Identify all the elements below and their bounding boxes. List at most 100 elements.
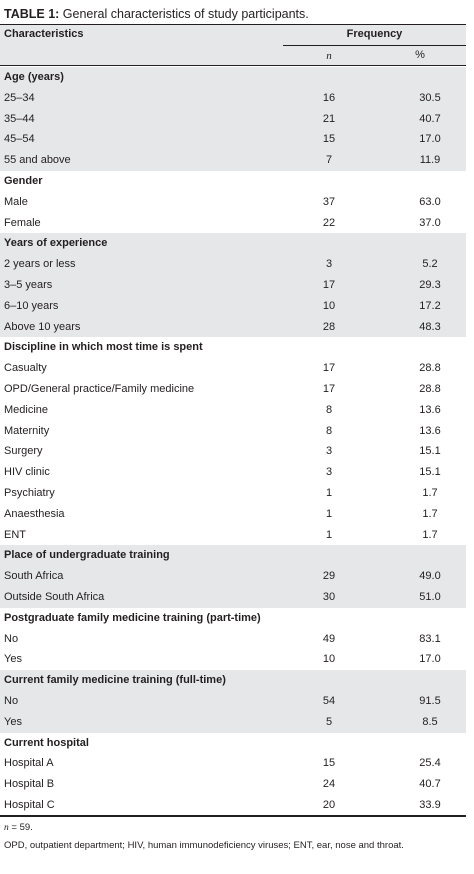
row-label: Psychiatry [4, 486, 55, 499]
row-label: Hospital A [4, 757, 54, 770]
table-row: Anaesthesia 1 1.7 [0, 504, 466, 525]
table-row: 35–44 21 40.7 [0, 108, 466, 130]
cell-n: 30 [322, 590, 336, 603]
table-row: HIV clinic 3 15.1 [0, 462, 466, 483]
table-caption-label: TABLE 1: [4, 7, 60, 21]
cell-percent: 1.7 [422, 486, 438, 499]
table-row: 6–10 years 10 17.2 [0, 295, 466, 317]
table-row: ENT 1 1.7 [0, 525, 466, 546]
cell-n: 37 [322, 195, 336, 208]
cell-n: 16 [322, 91, 336, 104]
table-row: No 54 91.5 [0, 690, 466, 712]
cell-n: 8 [325, 424, 333, 437]
cell-percent: 51.0 [419, 590, 441, 603]
cell-n: 15 [322, 133, 336, 146]
table-row: Yes 10 17.0 [0, 649, 466, 670]
table-caption-text: General characteristics of study partici… [59, 7, 309, 21]
cell-n: 24 [322, 778, 336, 791]
section-label: Age (years) [4, 71, 64, 83]
cell-percent: 83.1 [419, 632, 441, 645]
table-row: Surgery 3 15.1 [0, 441, 466, 462]
table-caption: TABLE 1: General characteristics of stud… [4, 6, 309, 22]
cell-n: 15 [322, 757, 336, 770]
row-label: Medicine [4, 403, 49, 416]
cell-percent: 63.0 [419, 195, 441, 208]
cell-n: 10 [322, 653, 336, 666]
bottom-rule [0, 815, 466, 817]
row-label: 25–34 [4, 91, 35, 104]
row-label: Maternity [4, 424, 50, 437]
table-row: Male 37 63.0 [0, 192, 466, 213]
table-row: 55 and above 7 11.9 [0, 150, 466, 171]
cell-percent: 5.2 [422, 258, 438, 271]
table-row: Medicine 8 13.6 [0, 400, 466, 421]
row-label: Female [4, 216, 41, 229]
table-header: Characteristics Frequency n % [0, 25, 466, 65]
cell-percent: 25.4 [419, 757, 441, 770]
cell-n: 5 [325, 715, 333, 728]
row-label: No [4, 694, 19, 707]
cell-percent: 40.7 [419, 778, 441, 791]
section-label: Current family medicine training (full-t… [4, 674, 226, 687]
row-label: Casualty [4, 362, 47, 375]
table-row: Yes 5 8.5 [0, 711, 466, 733]
table-body: Age (years) 25–34 16 30.5 35–44 21 40.7 45–54 15… [0, 67, 466, 816]
cell-percent: 29.3 [419, 278, 441, 291]
cell-n: 3 [325, 445, 333, 458]
table-row: Hospital C 20 33.9 [0, 795, 466, 816]
cell-percent: 37.0 [419, 216, 441, 229]
table-row: Female 22 37.0 [0, 213, 466, 234]
cell-percent: 13.6 [419, 424, 441, 437]
section-label: Years of experience [4, 237, 108, 250]
cell-n: 17 [322, 278, 336, 291]
table-row: 45–54 15 17.0 [0, 129, 466, 151]
top-rule [0, 24, 466, 26]
header-percent: % [415, 49, 425, 61]
table-row: Above 10 years 28 48.3 [0, 316, 466, 338]
cell-percent: 17.2 [419, 299, 441, 312]
section-row: Age (years) [0, 67, 466, 88]
cell-n: 17 [322, 382, 336, 395]
cell-percent: 28.8 [419, 362, 441, 375]
footnote-n: n [4, 823, 9, 833]
cell-percent: 91.5 [419, 694, 441, 707]
table-row: 25–34 16 30.5 [0, 87, 466, 109]
cell-n: 1 [325, 507, 333, 520]
cell-n: 1 [325, 486, 333, 499]
footnote-n-value: = 59. [8, 822, 33, 833]
header-characteristics: Characteristics [4, 28, 84, 40]
table-row: 2 years or less 3 5.2 [0, 254, 466, 275]
row-label: Hospital B [4, 778, 55, 791]
cell-n: 21 [322, 112, 336, 125]
row-label: OPD/General practice/Family medicine [4, 382, 195, 395]
cell-percent: 49.0 [419, 570, 441, 583]
row-label: Above 10 years [4, 320, 81, 333]
cell-n: 7 [325, 154, 333, 167]
row-label: ENT [4, 528, 26, 541]
cell-percent: 13.6 [419, 403, 441, 416]
cell-n: 10 [322, 299, 336, 312]
table-row: No 49 83.1 [0, 629, 466, 650]
table-row: Hospital B 24 40.7 [0, 774, 466, 795]
header-n: n [326, 50, 332, 62]
section-row: Place of undergraduate training [0, 545, 466, 567]
section-row: Current family medicine training (full-t… [0, 670, 466, 691]
cell-percent: 33.9 [419, 798, 441, 811]
table-row: South Africa 29 49.0 [0, 566, 466, 587]
row-label: Yes [4, 653, 22, 666]
row-label: 35–44 [4, 112, 35, 125]
footnote-abbreviations: OPD, outpatient department; HIV, human i… [4, 840, 404, 851]
cell-n: 54 [322, 694, 336, 707]
footnote-sample-size: n = 59. [4, 822, 33, 833]
section-label: Postgraduate family medicine training (p… [4, 611, 261, 624]
row-label: 55 and above [4, 154, 71, 167]
section-row: Years of experience [0, 233, 466, 255]
cell-percent: 15.1 [419, 445, 441, 458]
cell-n: 22 [322, 216, 336, 229]
table-row: Outside South Africa 30 51.0 [0, 586, 466, 608]
cell-n: 20 [322, 798, 336, 811]
section-row: Current hospital [0, 733, 466, 754]
table-row: 3–5 years 17 29.3 [0, 274, 466, 296]
row-label: HIV clinic [4, 466, 50, 479]
